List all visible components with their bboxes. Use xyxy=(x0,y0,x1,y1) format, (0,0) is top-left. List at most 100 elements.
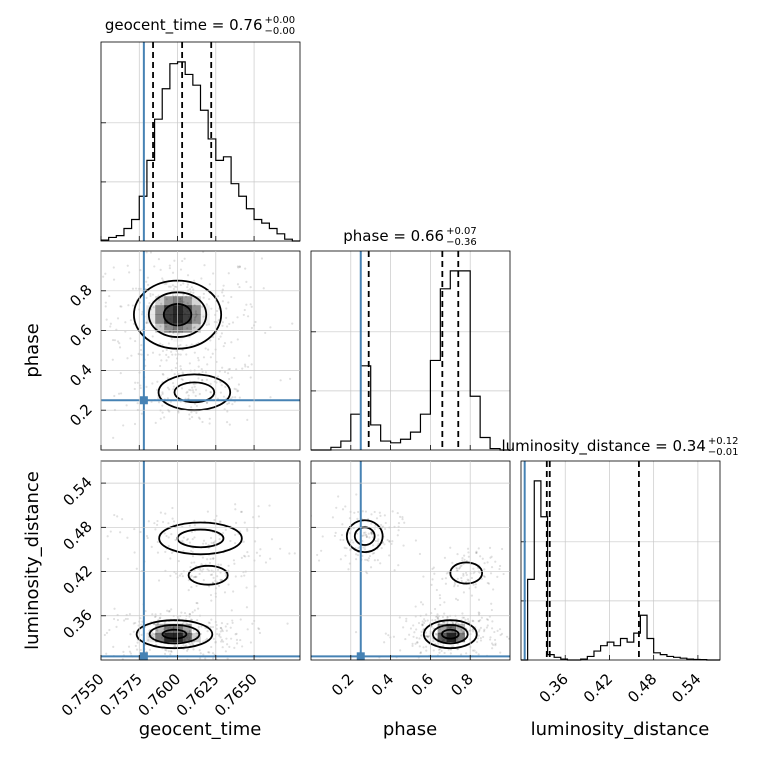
sample-point xyxy=(415,671,417,673)
sample-point xyxy=(398,616,401,619)
sample-point xyxy=(178,298,182,301)
sample-point xyxy=(223,370,227,374)
sample-point xyxy=(186,327,189,330)
sample-point xyxy=(377,538,380,541)
sample-point xyxy=(244,267,247,270)
sample-point xyxy=(133,527,136,531)
sample-point xyxy=(225,637,228,640)
sample-point xyxy=(236,316,239,319)
x-tick-label: 0.42 xyxy=(580,670,616,706)
sample-point xyxy=(517,643,519,645)
sample-point xyxy=(186,648,190,651)
sample-point xyxy=(431,619,434,622)
sample-point xyxy=(257,627,261,631)
density-cell xyxy=(191,632,201,643)
sample-point xyxy=(112,278,116,281)
sample-point xyxy=(239,638,242,642)
sample-point xyxy=(167,342,170,345)
sample-point xyxy=(177,411,180,414)
sample-point xyxy=(401,518,404,521)
sample-point xyxy=(168,388,171,391)
sample-point xyxy=(224,625,227,628)
sample-point xyxy=(479,626,483,629)
sample-point xyxy=(355,558,358,561)
sample-point xyxy=(362,531,366,534)
sample-point xyxy=(208,298,211,301)
sample-point xyxy=(340,533,344,537)
sample-point xyxy=(477,547,480,550)
sample-point xyxy=(388,540,391,543)
sample-point xyxy=(436,616,439,620)
density-cell xyxy=(155,305,165,315)
sample-point xyxy=(177,559,180,563)
sample-point xyxy=(115,328,118,331)
sample-point xyxy=(193,304,196,307)
density-cell xyxy=(146,305,156,315)
sample-point xyxy=(153,615,157,619)
sample-point xyxy=(259,548,262,551)
sample-point xyxy=(195,404,198,408)
sample-point xyxy=(188,629,192,633)
sample-point xyxy=(152,635,155,638)
sample-point xyxy=(229,397,233,400)
sample-point xyxy=(498,567,501,571)
sample-point xyxy=(221,366,224,369)
sample-point xyxy=(202,292,205,295)
contour-line xyxy=(441,628,460,640)
sample-point xyxy=(193,519,196,522)
sample-point xyxy=(496,575,499,578)
sample-point xyxy=(168,267,171,270)
sample-point xyxy=(145,321,148,324)
sample-point xyxy=(384,521,387,525)
sample-point xyxy=(500,632,504,635)
sample-point xyxy=(159,268,162,271)
sample-point xyxy=(341,523,344,526)
sample-point xyxy=(462,616,466,619)
sample-point xyxy=(125,404,128,407)
sample-point xyxy=(126,264,129,267)
sample-point xyxy=(94,316,96,318)
sample-point xyxy=(370,532,373,535)
sample-point xyxy=(421,620,424,623)
sample-point xyxy=(357,546,360,550)
sample-point xyxy=(205,637,209,640)
sample-point xyxy=(181,539,184,542)
sample-point xyxy=(461,556,464,560)
sample-point xyxy=(188,624,191,627)
sample-point xyxy=(466,578,469,581)
density-cell xyxy=(155,632,165,643)
sample-point xyxy=(165,534,168,538)
sample-point xyxy=(249,286,252,289)
sample-point xyxy=(505,635,509,638)
sample-point xyxy=(438,647,442,651)
sample-point xyxy=(445,572,448,575)
sample-point xyxy=(231,396,234,399)
sample-point xyxy=(111,338,115,342)
sample-point xyxy=(179,297,182,300)
sample-point xyxy=(109,325,112,328)
sample-point xyxy=(185,353,188,356)
sample-point xyxy=(344,554,347,557)
sample-point xyxy=(163,621,166,624)
density-cell xyxy=(182,314,192,324)
x-axis-label-phase: phase xyxy=(383,719,437,740)
sample-point xyxy=(187,589,190,592)
density-cell xyxy=(182,296,192,306)
sample-point xyxy=(119,305,122,308)
sample-point xyxy=(118,342,121,345)
sample-point xyxy=(442,644,445,647)
sample-point xyxy=(383,527,387,531)
sample-point xyxy=(211,651,215,655)
sample-point xyxy=(159,417,162,420)
sample-point xyxy=(291,322,294,325)
sample-point xyxy=(236,390,239,393)
sample-point xyxy=(423,618,426,621)
sample-point xyxy=(320,549,323,552)
sample-point xyxy=(467,551,470,554)
sample-point xyxy=(161,343,164,347)
sample-point xyxy=(460,564,463,567)
sample-point xyxy=(98,407,100,409)
sample-point xyxy=(181,371,184,374)
sample-point xyxy=(415,636,418,639)
sample-point xyxy=(226,622,229,626)
